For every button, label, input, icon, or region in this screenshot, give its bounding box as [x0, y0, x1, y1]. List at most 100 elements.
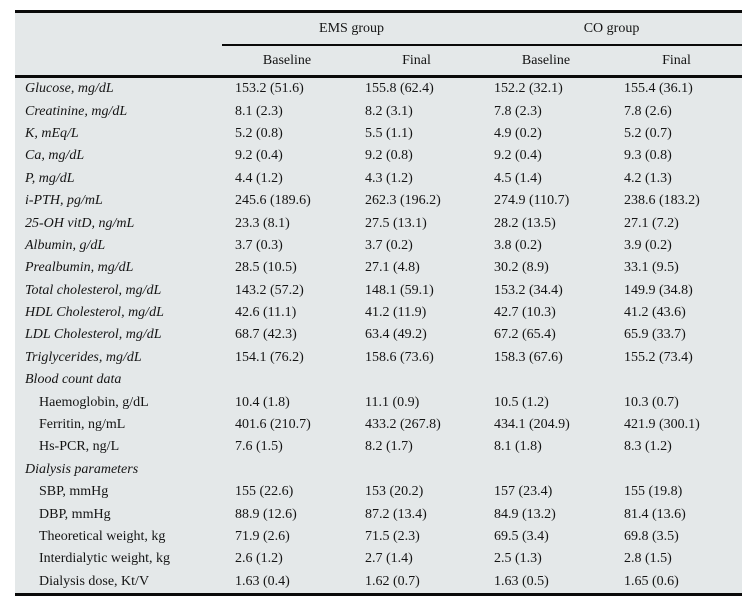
- row-value: 155.8 (62.4): [365, 81, 434, 97]
- row-value: [352, 369, 481, 391]
- row-label: i-PTH, pg/mL: [25, 193, 103, 209]
- row-value: 3.7 (0.3): [235, 237, 283, 253]
- row-value: 2.7 (1.4): [365, 551, 413, 567]
- row-label: Hs-PCR, ng/L: [39, 439, 120, 455]
- row-label: Ferritin, ng/mL: [39, 417, 126, 433]
- table-row: Total cholesterol, mg/dL 143.2 (57.2) 14…: [15, 280, 742, 302]
- row-value: 69.5 (3.4): [494, 529, 549, 544]
- row-value: 8.1 (2.3): [235, 103, 283, 119]
- row-value: 238.6 (183.2): [624, 193, 700, 209]
- row-value: 68.7 (42.3): [235, 327, 297, 343]
- row-value: 433.2 (267.8): [365, 417, 441, 433]
- row-value: 158.3 (67.6): [494, 349, 563, 365]
- row-value: [352, 459, 481, 481]
- row-value: 8.3 (1.2): [624, 439, 672, 455]
- row-value: 7.8 (2.6): [624, 103, 672, 119]
- row-value: [222, 459, 352, 481]
- row-value: 4.4 (1.2): [235, 170, 283, 186]
- row-value: 153.2 (34.4): [494, 282, 563, 298]
- row-value: 152.2 (32.1): [494, 81, 563, 97]
- table-row: Hs-PCR, ng/L 7.6 (1.5) 8.2 (1.7) 8.1 (1.…: [15, 436, 742, 458]
- row-value: 4.3 (1.2): [365, 170, 413, 186]
- row-label: Interdialytic weight, kg: [39, 551, 171, 567]
- row-value: 5.5 (1.1): [365, 125, 413, 141]
- table-row: Triglycerides, mg/dL 154.1 (76.2) 158.6 …: [15, 347, 742, 369]
- row-value: 30.2 (8.9): [494, 260, 549, 276]
- table-row: HDL Cholesterol, mg/dL 42.6 (11.1) 41.2 …: [15, 302, 742, 324]
- row-value: 1.63 (0.4): [235, 573, 290, 589]
- row-value: 9.2 (0.4): [494, 148, 542, 164]
- row-value: [481, 369, 611, 391]
- row-value: 4.5 (1.4): [494, 170, 542, 186]
- row-value: 143.2 (57.2): [235, 282, 304, 298]
- row-label: Glucose, mg/dL: [25, 81, 114, 97]
- row-value: 155.4 (36.1): [624, 81, 693, 97]
- table-row: Blood count data: [15, 369, 742, 391]
- clinical-parameters-table: EMS group CO group Baseline Final Baseli…: [15, 10, 743, 596]
- row-value: 71.9 (2.6): [235, 529, 290, 544]
- row-value: 9.3 (0.8): [624, 148, 672, 164]
- row-value: 8.1 (1.8): [494, 439, 542, 455]
- row-value: 9.2 (0.4): [235, 148, 283, 164]
- row-value: 2.5 (1.3): [494, 551, 542, 567]
- table-body: Glucose, mg/dL 153.2 (51.6) 155.8 (62.4)…: [15, 77, 742, 595]
- row-value: [222, 369, 352, 391]
- group-header-co: CO group: [481, 11, 743, 46]
- row-value: [611, 459, 742, 481]
- col-header-co-baseline: Baseline: [521, 52, 571, 68]
- row-value: 27.1 (7.2): [624, 215, 679, 231]
- row-value: 10.3 (0.7): [624, 394, 679, 410]
- table-row: Ca, mg/dL 9.2 (0.4) 9.2 (0.8) 9.2 (0.4) …: [15, 145, 742, 167]
- sub-header-row: Baseline Final Baseline Final: [15, 45, 742, 77]
- row-value: 1.63 (0.5): [494, 573, 549, 589]
- row-label: Albumin, g/dL: [25, 237, 106, 253]
- row-value: 1.62 (0.7): [365, 573, 420, 589]
- row-value: 41.2 (11.9): [365, 305, 427, 321]
- table-row: Interdialytic weight, kg 2.6 (1.2) 2.7 (…: [15, 548, 742, 570]
- row-value: 3.7 (0.2): [365, 237, 413, 253]
- row-value: 63.4 (49.2): [365, 327, 427, 343]
- row-value: 262.3 (196.2): [365, 193, 441, 209]
- row-value: 28.5 (10.5): [235, 260, 297, 276]
- row-value: 28.2 (13.5): [494, 215, 556, 231]
- table-row: Dialysis parameters: [15, 459, 742, 481]
- row-label: HDL Cholesterol, mg/dL: [25, 305, 164, 321]
- table-row: K, mEq/L 5.2 (0.8) 5.5 (1.1) 4.9 (0.2) 5…: [15, 123, 742, 145]
- table-row: DBP, mmHg 88.9 (12.6) 87.2 (13.4) 84.9 (…: [15, 503, 742, 525]
- row-value: 65.9 (33.7): [624, 327, 686, 343]
- col-header-ems-final: Final: [402, 52, 431, 68]
- row-value: 7.8 (2.3): [494, 103, 542, 119]
- row-value: 148.1 (59.1): [365, 282, 434, 298]
- row-label: Haemoglobin, g/dL: [39, 394, 149, 410]
- row-value: 11.1 (0.9): [365, 394, 420, 410]
- table-row: Ferritin, ng/mL 401.6 (210.7) 433.2 (267…: [15, 414, 742, 436]
- row-value: 7.6 (1.5): [235, 439, 283, 455]
- table-row: Glucose, mg/dL 153.2 (51.6) 155.8 (62.4)…: [15, 77, 742, 101]
- row-value: 5.2 (0.7): [624, 125, 672, 141]
- row-value: 2.6 (1.2): [235, 551, 283, 567]
- group-header-row: EMS group CO group: [15, 11, 743, 46]
- table-row: 25-OH vitD, ng/mL 23.3 (8.1) 27.5 (13.1)…: [15, 212, 742, 234]
- row-value: 3.9 (0.2): [624, 237, 672, 253]
- row-value: 158.6 (73.6): [365, 349, 434, 365]
- row-value: 434.1 (204.9): [494, 417, 570, 433]
- row-value: 41.2 (43.6): [624, 305, 686, 321]
- row-label: Dialysis dose, Kt/V: [39, 573, 150, 589]
- row-label: Blood count data: [25, 372, 122, 388]
- row-value: 69.8 (3.5): [624, 529, 679, 544]
- row-value: 67.2 (65.4): [494, 327, 556, 343]
- row-value: 155 (22.6): [235, 484, 294, 500]
- row-value: 245.6 (189.6): [235, 193, 311, 209]
- table-row: Dialysis dose, Kt/V 1.63 (0.4) 1.62 (0.7…: [15, 571, 742, 595]
- table-row: Albumin, g/dL 3.7 (0.3) 3.7 (0.2) 3.8 (0…: [15, 235, 742, 257]
- row-label: Prealbumin, mg/dL: [25, 260, 134, 276]
- row-value: [481, 459, 611, 481]
- row-value: 27.5 (13.1): [365, 215, 427, 231]
- row-value: 88.9 (12.6): [235, 506, 297, 522]
- row-value: 155 (19.8): [624, 484, 683, 500]
- row-value: 4.9 (0.2): [494, 125, 542, 141]
- row-label: Theoretical weight, kg: [39, 529, 166, 544]
- row-value: 274.9 (110.7): [494, 193, 570, 209]
- row-value: 153.2 (51.6): [235, 81, 304, 97]
- row-value: 157 (23.4): [494, 484, 553, 500]
